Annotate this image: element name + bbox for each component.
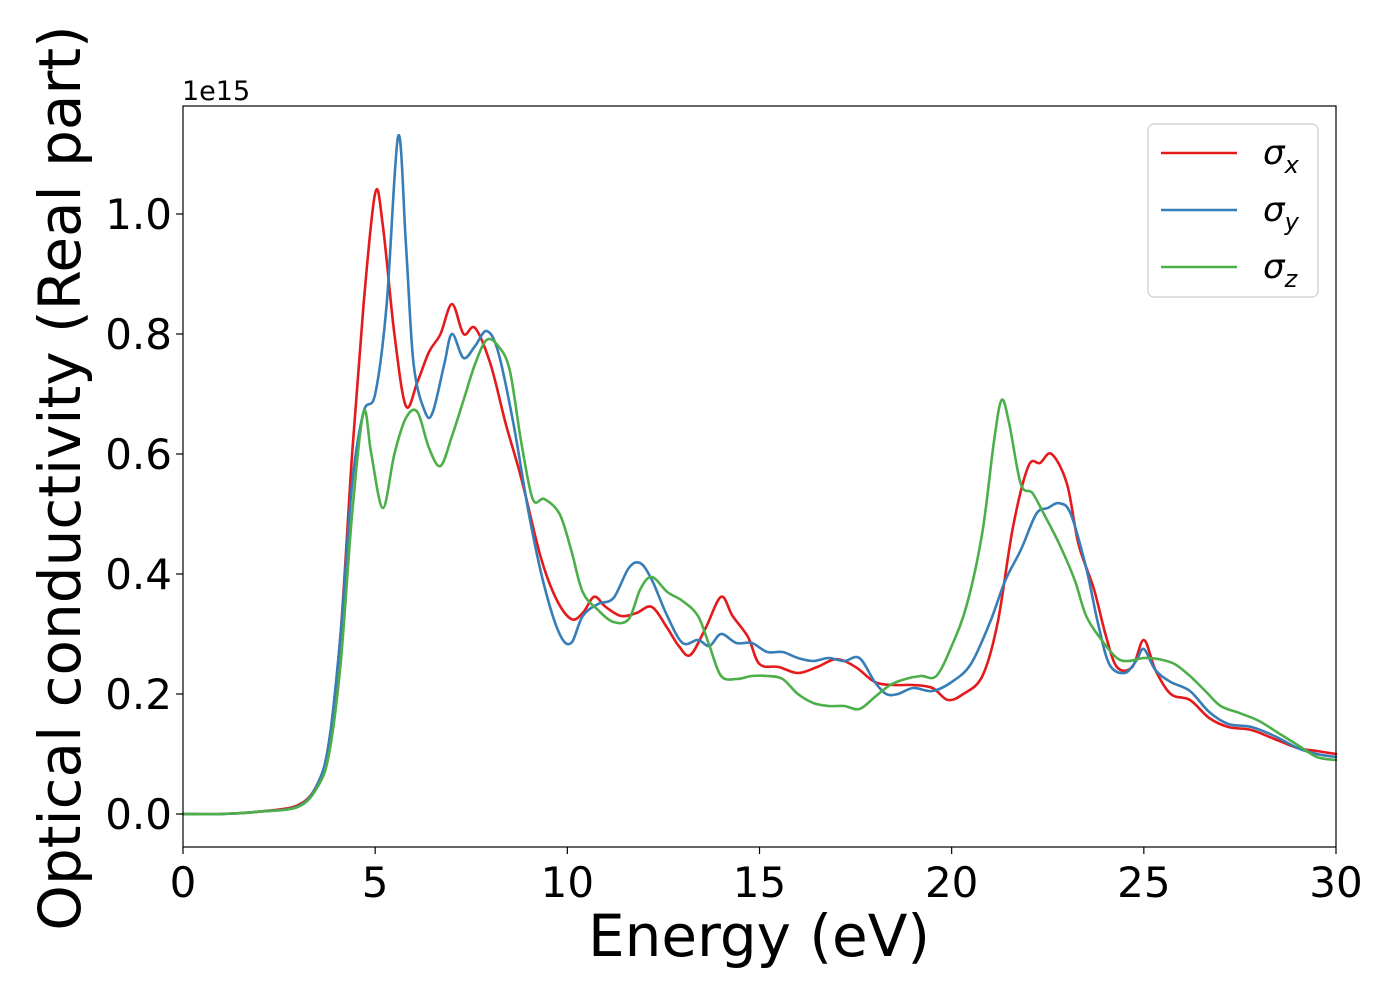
legend: σx σy σz [1147, 123, 1319, 298]
y-tick-label: 0.6 [105, 430, 172, 479]
y-axis: 0.0 0.2 0.4 0.6 0.8 1.0 [105, 190, 183, 839]
y-tick-label: 0.2 [105, 670, 172, 719]
x-tick-label: 20 [925, 858, 978, 907]
legend-label-sigma-y: σy [1263, 190, 1300, 236]
legend-label-sigma-z: σz [1263, 247, 1299, 293]
series-layer [181, 133, 1338, 816]
x-tick-label: 15 [733, 858, 786, 907]
y-tick-label: 0.0 [105, 790, 172, 839]
x-tick-label: 0 [170, 858, 197, 907]
x-tick-label: 25 [1117, 858, 1170, 907]
series-line-sigma-z [181, 337, 1338, 816]
y-axis-label: Optical conductivity (Real part) [26, 25, 94, 930]
y-axis-offset-label: 1e15 [182, 76, 250, 107]
x-tick-label: 5 [362, 858, 389, 907]
y-tick-label: 0.8 [105, 310, 172, 359]
x-tick-label: 30 [1309, 858, 1362, 907]
y-tick-label: 1.0 [105, 190, 172, 239]
x-axis-label: Energy (eV) [588, 902, 930, 970]
x-axis: 0 5 10 15 20 25 30 [170, 847, 1363, 907]
series-line-sigma-y [181, 133, 1338, 816]
y-tick-label: 0.4 [105, 550, 172, 599]
legend-label-sigma-x: σx [1263, 133, 1300, 179]
x-tick-label: 10 [541, 858, 594, 907]
